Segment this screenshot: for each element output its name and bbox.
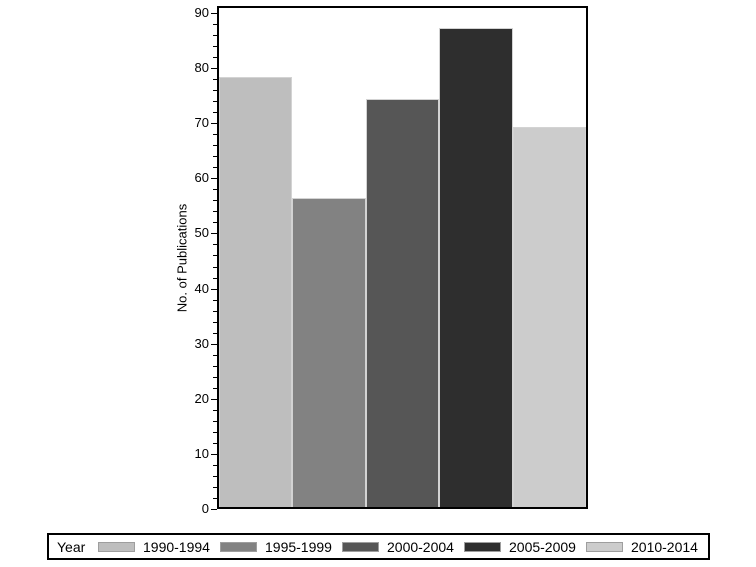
y-axis-minor-tick — [213, 35, 217, 36]
y-axis-tick-label: 40 — [194, 281, 209, 296]
y-axis-minor-tick — [213, 355, 217, 356]
legend-entry: 1995-1999 — [220, 539, 342, 555]
y-axis-minor-tick — [213, 200, 217, 201]
legend-swatch-icon — [464, 541, 501, 552]
y-axis-tick-label: 80 — [194, 60, 209, 75]
legend: Year 1990-1994 1995-1999 2000-2004 2005-200… — [47, 533, 710, 560]
y-axis-minor-tick — [213, 421, 217, 422]
legend-entry: 2005-2009 — [464, 539, 586, 555]
bar-2010-2014 — [513, 127, 586, 507]
bar-2000-2004 — [366, 99, 439, 507]
legend-entry-label: 2010-2014 — [631, 538, 698, 555]
legend-entries: 1990-1994 1995-1999 2000-2004 2005-2009 2010… — [98, 539, 708, 555]
legend-entry-label: 1990-1994 — [143, 538, 210, 555]
legend-entry-label: 1995-1999 — [265, 538, 332, 555]
y-axis-major-tick — [211, 123, 217, 124]
y-axis-minor-tick — [213, 465, 217, 466]
y-axis-minor-tick — [213, 311, 217, 312]
y-axis-minor-tick — [213, 388, 217, 389]
legend-swatch-icon — [220, 541, 257, 552]
legend-swatch-icon — [586, 541, 623, 552]
y-axis-tick-label: 30 — [194, 336, 209, 351]
legend-entry: 1990-1994 — [98, 539, 220, 555]
y-axis-tick-label: 50 — [194, 225, 209, 240]
y-axis-major-tick — [211, 233, 217, 234]
plot-area — [217, 6, 588, 509]
y-axis-major-tick — [211, 289, 217, 290]
y-axis-minor-tick — [213, 267, 217, 268]
y-axis-major-tick — [211, 178, 217, 179]
y-axis-tick-label: 70 — [194, 115, 209, 130]
y-axis-tick-label: 20 — [194, 391, 209, 406]
y-axis-major-tick — [211, 344, 217, 345]
y-axis-major-tick — [211, 399, 217, 400]
legend-title: Year — [57, 538, 86, 555]
legend-entry: 2000-2004 — [342, 539, 464, 555]
legend-entry: 2010-2014 — [586, 539, 708, 555]
y-axis-tick-label: 0 — [201, 501, 209, 516]
y-axis-major-tick — [211, 13, 217, 14]
y-axis-minor-tick — [213, 410, 217, 411]
y-axis-minor-tick — [213, 57, 217, 58]
y-axis-minor-tick — [213, 24, 217, 25]
y-axis-minor-tick — [213, 278, 217, 279]
legend-swatch-icon — [98, 541, 135, 552]
y-axis-minor-tick — [213, 145, 217, 146]
y-axis-minor-tick — [213, 189, 217, 190]
y-axis-minor-tick — [213, 222, 217, 223]
y-axis-tick-label: 90 — [194, 5, 209, 20]
y-axis-major-tick — [211, 68, 217, 69]
legend-entry-label: 2000-2004 — [387, 538, 454, 555]
y-axis-minor-tick — [213, 432, 217, 433]
y-axis-minor-tick — [213, 244, 217, 245]
bar-1990-1994 — [219, 77, 292, 507]
y-axis-minor-tick — [213, 112, 217, 113]
y-axis-minor-tick — [213, 101, 217, 102]
y-axis-tick-label: 60 — [194, 170, 209, 185]
y-axis-minor-tick — [213, 46, 217, 47]
legend-entry-label: 2005-2009 — [509, 538, 576, 555]
y-axis-minor-tick — [213, 377, 217, 378]
y-axis-major-tick — [211, 509, 217, 510]
bar-2005-2009 — [439, 28, 513, 507]
y-axis-minor-tick — [213, 366, 217, 367]
y-axis-minor-tick — [213, 79, 217, 80]
y-axis-minor-tick — [213, 156, 217, 157]
y-axis-minor-tick — [213, 300, 217, 301]
y-axis-minor-tick — [213, 443, 217, 444]
y-axis-minor-tick — [213, 167, 217, 168]
y-axis-minor-tick — [213, 255, 217, 256]
y-axis-minor-tick — [213, 134, 217, 135]
y-axis-minor-tick — [213, 498, 217, 499]
y-axis-minor-tick — [213, 322, 217, 323]
y-axis-tick-label: 10 — [194, 446, 209, 461]
bar-1995-1999 — [292, 198, 366, 507]
y-axis-major-tick — [211, 454, 217, 455]
y-axis-minor-tick — [213, 487, 217, 488]
legend-swatch-icon — [342, 541, 379, 552]
y-axis-minor-tick — [213, 476, 217, 477]
y-axis-minor-tick — [213, 90, 217, 91]
y-axis-minor-tick — [213, 333, 217, 334]
y-axis-minor-tick — [213, 211, 217, 212]
